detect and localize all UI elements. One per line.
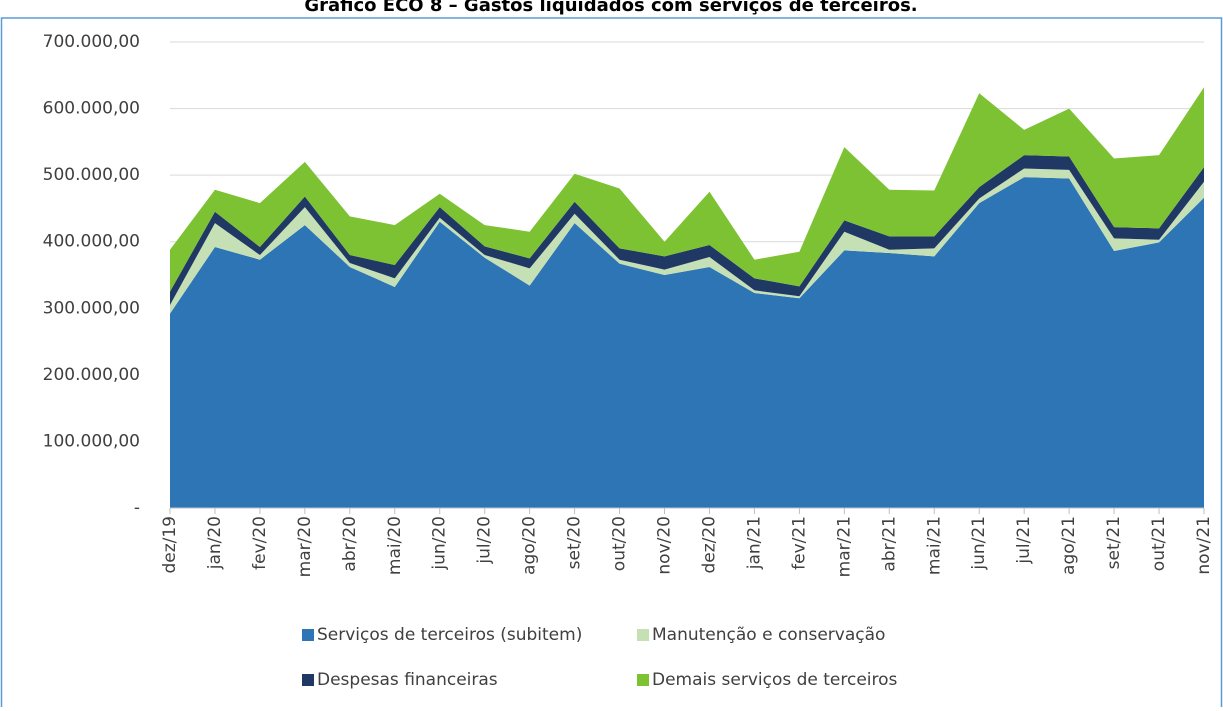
x-tick-label: jan/21 bbox=[744, 516, 764, 570]
x-tick-label: out/20 bbox=[610, 516, 630, 571]
x-tick-label: fev/20 bbox=[250, 516, 270, 570]
x-tick-label: set/20 bbox=[565, 516, 585, 569]
y-tick-label: 500.000,00 bbox=[43, 165, 140, 185]
area bbox=[170, 177, 1204, 508]
x-tick-label: mai/20 bbox=[385, 516, 405, 575]
x-tick-label: jul/20 bbox=[475, 516, 495, 565]
x-tick-label: nov/20 bbox=[655, 516, 675, 575]
legend-label: Manutenção e conservação bbox=[652, 625, 885, 645]
x-tick-label: mar/20 bbox=[295, 516, 315, 577]
x-tick-label: jul/21 bbox=[1014, 516, 1034, 565]
x-tick-label: jun/21 bbox=[969, 516, 989, 571]
legend-label: Serviços de terceiros (subitem) bbox=[317, 625, 582, 645]
x-tick-label: dez/19 bbox=[160, 516, 180, 574]
x-tick-label: abr/21 bbox=[879, 516, 899, 572]
x-tick-label: jan/20 bbox=[205, 516, 225, 570]
x-tick-label: out/21 bbox=[1149, 516, 1169, 571]
x-tick-label: abr/20 bbox=[340, 516, 360, 572]
x-tick-label: nov/21 bbox=[1194, 516, 1214, 575]
x-tick-label: ago/21 bbox=[1059, 516, 1079, 575]
y-tick-label: 300.000,00 bbox=[43, 298, 140, 318]
x-tick-label: ago/20 bbox=[520, 516, 540, 575]
y-tick-label: 200.000,00 bbox=[43, 365, 140, 385]
x-tick-label: jun/20 bbox=[430, 516, 450, 571]
y-tick-label: 700.000,00 bbox=[43, 32, 140, 52]
legend-swatch bbox=[302, 629, 314, 641]
legend-label: Despesas financeiras bbox=[317, 670, 498, 690]
x-tick-label: dez/20 bbox=[699, 516, 719, 574]
y-tick-label: 600.000,00 bbox=[43, 99, 140, 119]
y-tick-label: 400.000,00 bbox=[43, 232, 140, 252]
chart-title: Gráfico ECO 8 – Gastos liquidados com se… bbox=[304, 0, 917, 16]
x-tick-label: mar/21 bbox=[834, 516, 854, 577]
x-tick-label: fev/21 bbox=[789, 516, 809, 570]
legend-label: Demais serviços de terceiros bbox=[652, 670, 898, 690]
x-tick-label: mai/21 bbox=[924, 516, 944, 575]
x-tick-label: set/21 bbox=[1104, 516, 1124, 569]
y-tick-label: 100.000,00 bbox=[43, 431, 140, 451]
legend-swatch bbox=[637, 674, 649, 686]
legend-swatch bbox=[637, 629, 649, 641]
y-tick-label: - bbox=[134, 498, 140, 518]
legend-swatch bbox=[302, 674, 314, 686]
